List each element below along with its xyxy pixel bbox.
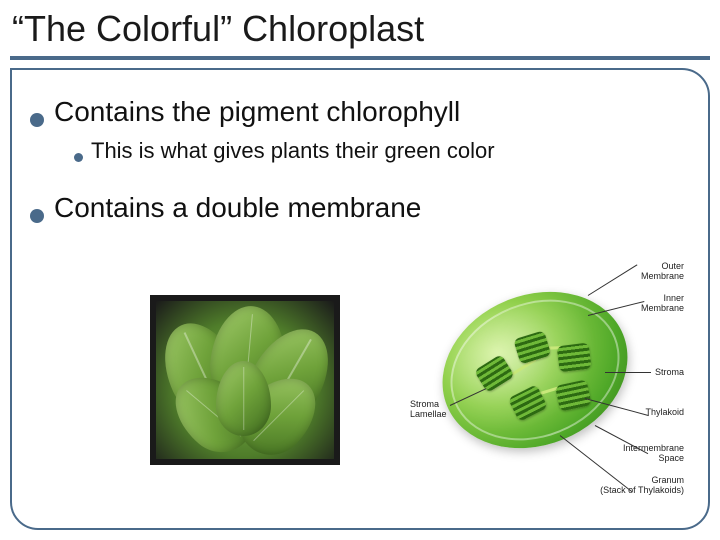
bullet-text: This is what gives plants their green co… (91, 138, 495, 164)
bullet-level1: Contains the pigment chlorophyll (30, 96, 690, 128)
bullet-level2: This is what gives plants their green co… (74, 138, 690, 164)
content-area: Contains the pigment chlorophyll This is… (30, 96, 690, 234)
slide-title: “The Colorful” Chloroplast (10, 8, 710, 50)
label-thylakoid: Thylakoid (645, 408, 684, 418)
bullet-dot-icon (30, 113, 44, 127)
title-underline (10, 56, 710, 60)
leader-line (605, 372, 651, 373)
granum-stack (557, 343, 592, 373)
leader-line (588, 264, 638, 296)
chloroplast-body (419, 265, 651, 475)
label-intermembrane-space: IntermembraneSpace (623, 444, 684, 464)
bullet-level1: Contains a double membrane (30, 192, 690, 224)
title-area: “The Colorful” Chloroplast (10, 8, 710, 66)
chloroplast-inner-membrane (429, 275, 641, 464)
label-outer-membrane: OuterMembrane (641, 262, 684, 282)
label-inner-membrane: InnerMembrane (641, 294, 684, 314)
chloroplast-diagram: OuterMembrane InnerMembrane Stroma Thyla… (410, 260, 690, 510)
label-stroma: Stroma (655, 368, 684, 378)
bullet-text: Contains a double membrane (54, 192, 421, 224)
bullet-text: Contains the pigment chlorophyll (54, 96, 460, 128)
label-stroma-lamellae: StromaLamellae (410, 400, 447, 420)
label-granum: Granum(Stack of Thylakoids) (600, 476, 684, 496)
bullet-dot-icon (74, 153, 83, 162)
bullet-dot-icon (30, 209, 44, 223)
plant-image (150, 295, 340, 465)
plant-bg (156, 301, 334, 459)
